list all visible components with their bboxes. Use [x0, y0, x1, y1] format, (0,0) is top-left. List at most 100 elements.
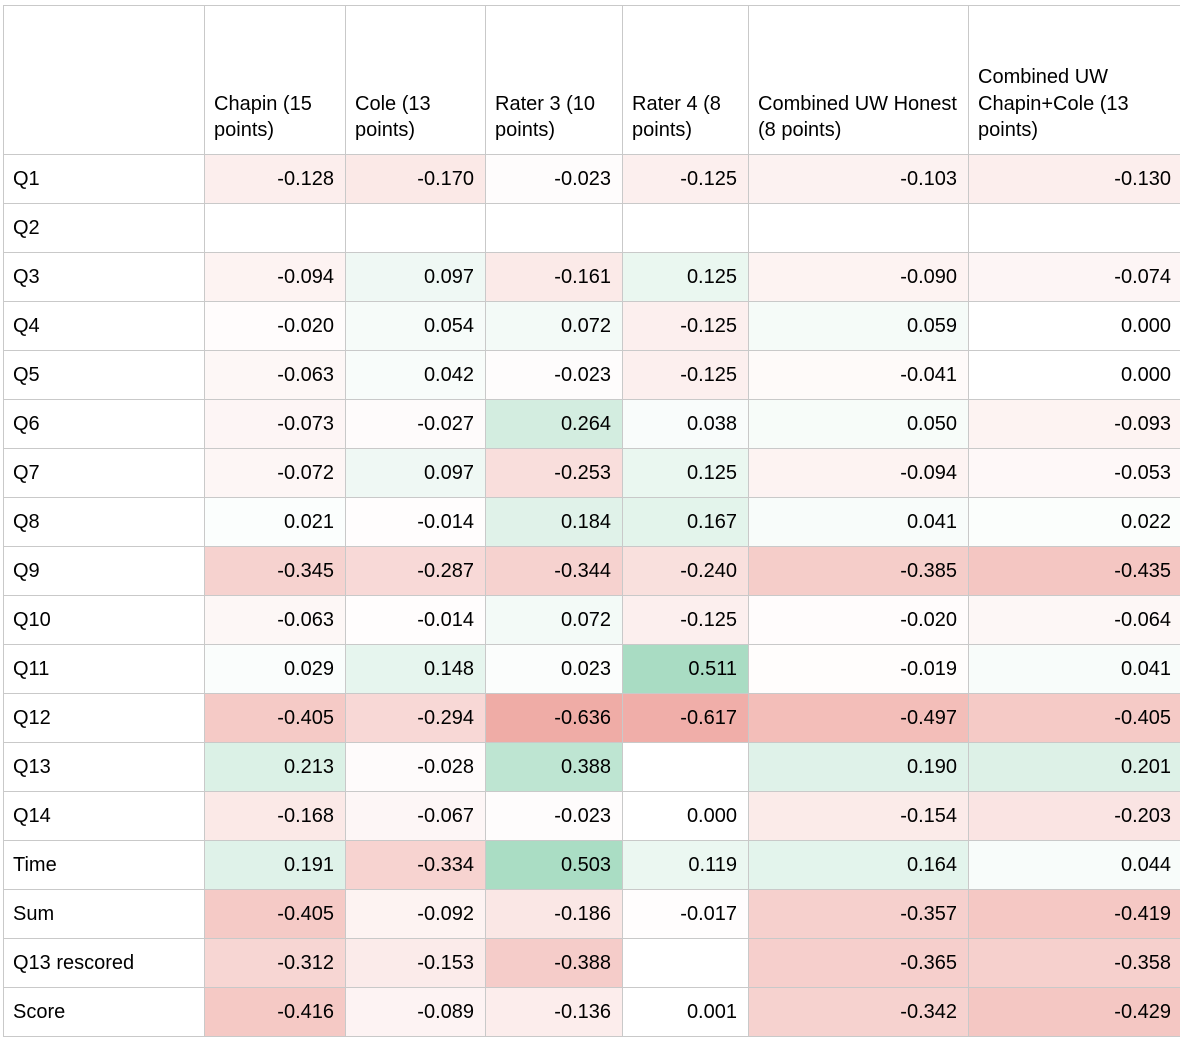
- value-cell[interactable]: -0.617: [623, 694, 749, 743]
- value-cell[interactable]: 0.000: [969, 351, 1180, 400]
- value-cell[interactable]: -0.334: [346, 841, 486, 890]
- row-label-cell[interactable]: Q13 rescored: [4, 939, 205, 988]
- value-cell[interactable]: 0.054: [346, 302, 486, 351]
- value-cell[interactable]: 0.023: [486, 645, 623, 694]
- value-cell[interactable]: -0.136: [486, 988, 623, 1037]
- value-cell[interactable]: 0.167: [623, 498, 749, 547]
- value-cell[interactable]: 0.388: [486, 743, 623, 792]
- value-cell[interactable]: 0.041: [749, 498, 969, 547]
- row-label-cell[interactable]: Q1: [4, 155, 205, 204]
- column-header-cell[interactable]: Rater 3 (10 points): [486, 6, 623, 155]
- value-cell[interactable]: 0.097: [346, 449, 486, 498]
- value-cell[interactable]: 0.029: [205, 645, 346, 694]
- row-label-cell[interactable]: Q3: [4, 253, 205, 302]
- value-cell[interactable]: -0.014: [346, 596, 486, 645]
- value-cell[interactable]: [623, 204, 749, 253]
- value-cell[interactable]: -0.014: [346, 498, 486, 547]
- value-cell[interactable]: [969, 204, 1180, 253]
- corner-cell[interactable]: [4, 6, 205, 155]
- value-cell[interactable]: -0.405: [205, 694, 346, 743]
- value-cell[interactable]: -0.017: [623, 890, 749, 939]
- row-label-cell[interactable]: Q11: [4, 645, 205, 694]
- value-cell[interactable]: 0.190: [749, 743, 969, 792]
- value-cell[interactable]: -0.345: [205, 547, 346, 596]
- row-label-cell[interactable]: Q2: [4, 204, 205, 253]
- value-cell[interactable]: -0.020: [205, 302, 346, 351]
- value-cell[interactable]: [346, 204, 486, 253]
- value-cell[interactable]: -0.385: [749, 547, 969, 596]
- value-cell[interactable]: 0.264: [486, 400, 623, 449]
- column-header-cell[interactable]: Chapin (15 points): [205, 6, 346, 155]
- row-label-cell[interactable]: Q6: [4, 400, 205, 449]
- value-cell[interactable]: -0.170: [346, 155, 486, 204]
- value-cell[interactable]: [486, 204, 623, 253]
- value-cell[interactable]: -0.344: [486, 547, 623, 596]
- value-cell[interactable]: -0.312: [205, 939, 346, 988]
- row-label-cell[interactable]: Q4: [4, 302, 205, 351]
- value-cell[interactable]: 0.191: [205, 841, 346, 890]
- column-header-cell[interactable]: Combined UW Chapin+Cole (13 points): [969, 6, 1180, 155]
- value-cell[interactable]: 0.038: [623, 400, 749, 449]
- row-label-cell[interactable]: Q12: [4, 694, 205, 743]
- value-cell[interactable]: 0.072: [486, 596, 623, 645]
- value-cell[interactable]: 0.511: [623, 645, 749, 694]
- value-cell[interactable]: -0.041: [749, 351, 969, 400]
- value-cell[interactable]: -0.203: [969, 792, 1180, 841]
- value-cell[interactable]: -0.253: [486, 449, 623, 498]
- value-cell[interactable]: -0.388: [486, 939, 623, 988]
- value-cell[interactable]: 0.184: [486, 498, 623, 547]
- value-cell[interactable]: [749, 204, 969, 253]
- value-cell[interactable]: -0.429: [969, 988, 1180, 1037]
- value-cell[interactable]: 0.201: [969, 743, 1180, 792]
- value-cell[interactable]: -0.168: [205, 792, 346, 841]
- value-cell[interactable]: 0.125: [623, 449, 749, 498]
- value-cell[interactable]: -0.073: [205, 400, 346, 449]
- value-cell[interactable]: -0.342: [749, 988, 969, 1037]
- value-cell[interactable]: 0.000: [969, 302, 1180, 351]
- row-label-cell[interactable]: Q7: [4, 449, 205, 498]
- row-label-cell[interactable]: Q8: [4, 498, 205, 547]
- value-cell[interactable]: -0.435: [969, 547, 1180, 596]
- value-cell[interactable]: 0.059: [749, 302, 969, 351]
- value-cell[interactable]: 0.119: [623, 841, 749, 890]
- value-cell[interactable]: -0.074: [969, 253, 1180, 302]
- row-label-cell[interactable]: Q9: [4, 547, 205, 596]
- value-cell[interactable]: -0.090: [749, 253, 969, 302]
- value-cell[interactable]: -0.019: [749, 645, 969, 694]
- value-cell[interactable]: 0.022: [969, 498, 1180, 547]
- value-cell[interactable]: -0.161: [486, 253, 623, 302]
- value-cell[interactable]: 0.072: [486, 302, 623, 351]
- value-cell[interactable]: 0.125: [623, 253, 749, 302]
- value-cell[interactable]: -0.287: [346, 547, 486, 596]
- value-cell[interactable]: -0.125: [623, 596, 749, 645]
- row-label-cell[interactable]: Time: [4, 841, 205, 890]
- value-cell[interactable]: -0.419: [969, 890, 1180, 939]
- value-cell[interactable]: 0.050: [749, 400, 969, 449]
- value-cell[interactable]: -0.125: [623, 351, 749, 400]
- value-cell[interactable]: -0.063: [205, 596, 346, 645]
- value-cell[interactable]: -0.064: [969, 596, 1180, 645]
- value-cell[interactable]: -0.405: [969, 694, 1180, 743]
- row-label-cell[interactable]: Q14: [4, 792, 205, 841]
- value-cell[interactable]: [623, 939, 749, 988]
- column-header-cell[interactable]: Cole (13 points): [346, 6, 486, 155]
- value-cell[interactable]: -0.092: [346, 890, 486, 939]
- value-cell[interactable]: 0.164: [749, 841, 969, 890]
- value-cell[interactable]: -0.357: [749, 890, 969, 939]
- value-cell[interactable]: -0.067: [346, 792, 486, 841]
- value-cell[interactable]: -0.294: [346, 694, 486, 743]
- value-cell[interactable]: -0.028: [346, 743, 486, 792]
- value-cell[interactable]: 0.041: [969, 645, 1180, 694]
- value-cell[interactable]: -0.020: [749, 596, 969, 645]
- row-label-cell[interactable]: Sum: [4, 890, 205, 939]
- value-cell[interactable]: -0.072: [205, 449, 346, 498]
- value-cell[interactable]: -0.103: [749, 155, 969, 204]
- value-cell[interactable]: -0.027: [346, 400, 486, 449]
- column-header-cell[interactable]: Rater 4 (8 points): [623, 6, 749, 155]
- value-cell[interactable]: -0.240: [623, 547, 749, 596]
- value-cell[interactable]: -0.023: [486, 792, 623, 841]
- row-label-cell[interactable]: Score: [4, 988, 205, 1037]
- value-cell[interactable]: -0.416: [205, 988, 346, 1037]
- value-cell[interactable]: 0.503: [486, 841, 623, 890]
- value-cell[interactable]: -0.063: [205, 351, 346, 400]
